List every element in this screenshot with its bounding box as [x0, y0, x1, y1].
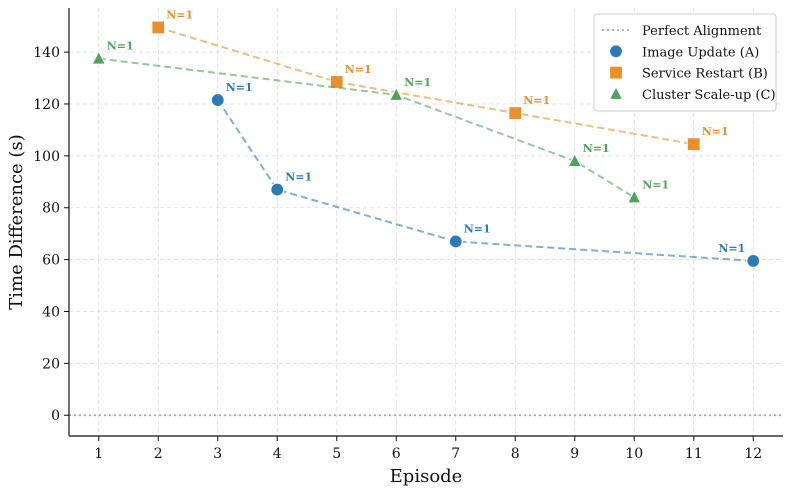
x-tick-label: 9: [570, 446, 579, 462]
data-point: [151, 20, 166, 35]
x-tick-label: 2: [154, 446, 163, 462]
n-label: N=1: [404, 76, 431, 89]
x-tick-label: 5: [332, 446, 341, 462]
legend-box: [593, 13, 777, 112]
x-tick-label: 8: [511, 446, 520, 462]
data-point: [448, 234, 463, 249]
legend-label: Perfect Alignment: [642, 24, 762, 39]
n-label: N=1: [583, 142, 610, 155]
data-point: [91, 50, 107, 65]
legend-swatch: [608, 85, 624, 100]
y-tick-label: 20: [42, 356, 60, 372]
x-tick-label: 4: [273, 446, 282, 462]
series-line: [216, 99, 754, 262]
n-label: N=1: [345, 63, 372, 76]
n-label: N=1: [107, 40, 134, 53]
data-point: [508, 105, 523, 121]
n-label: N=1: [702, 125, 729, 138]
x-axis-title: Episode: [390, 466, 463, 487]
legend-label: Cluster Scale-up (C): [642, 88, 776, 103]
n-label: N=1: [166, 8, 193, 21]
series-line: [157, 26, 694, 146]
x-tick-label: 1: [94, 446, 103, 462]
data-point: [746, 253, 761, 269]
legend: Perfect Alignment Image Update (A) Service…: [593, 13, 777, 112]
series-0: N=1 N=1 N=1 N=1: [210, 81, 761, 269]
data-point: [329, 74, 344, 90]
data-point: [388, 86, 404, 101]
x-tick-label: 12: [744, 446, 762, 462]
y-tick-label: 60: [42, 253, 60, 269]
x-tick-label: 10: [625, 446, 643, 462]
y-tick-label: 100: [33, 149, 60, 165]
x-tick-label: 3: [213, 446, 222, 462]
x-tick-label: 6: [392, 446, 401, 462]
y-axis-title: Time Difference (s): [6, 134, 27, 309]
axes: [68, 8, 783, 437]
legend-swatch: [608, 65, 624, 80]
series-1: N=1 N=1 N=1 N=1: [151, 8, 729, 152]
n-label: N=1: [523, 94, 550, 107]
series-2: N=1 N=1 N=1 N=1: [91, 40, 669, 204]
n-label: N=1: [464, 222, 491, 235]
data-point: [210, 92, 225, 108]
data-point: [270, 182, 285, 197]
data-point: [686, 137, 701, 152]
legend-label: Image Update (A): [642, 45, 759, 60]
y-tick-label: 0: [51, 408, 60, 424]
y-tick-label: 140: [33, 45, 60, 61]
y-tick-label: 120: [33, 97, 60, 113]
n-label: N=1: [285, 171, 312, 184]
y-tick-label: 80: [42, 201, 60, 217]
x-tick-label: 7: [451, 446, 460, 462]
legend-swatch: [608, 44, 624, 59]
n-label: N=1: [642, 178, 669, 191]
series-line: [98, 57, 635, 199]
n-label: N=1: [718, 242, 745, 255]
n-label: N=1: [226, 81, 253, 94]
y-tick-label: 40: [42, 304, 60, 320]
legend-label: Service Restart (B): [642, 67, 768, 82]
x-tick-label: 11: [685, 446, 703, 462]
series-group: N=1 N=1 N=1 N=1 N=1 N=1 N=1 N=1 N=1 N=1 N=1 N=1: [91, 8, 761, 269]
data-point: [567, 152, 583, 168]
data-point: [626, 189, 642, 204]
